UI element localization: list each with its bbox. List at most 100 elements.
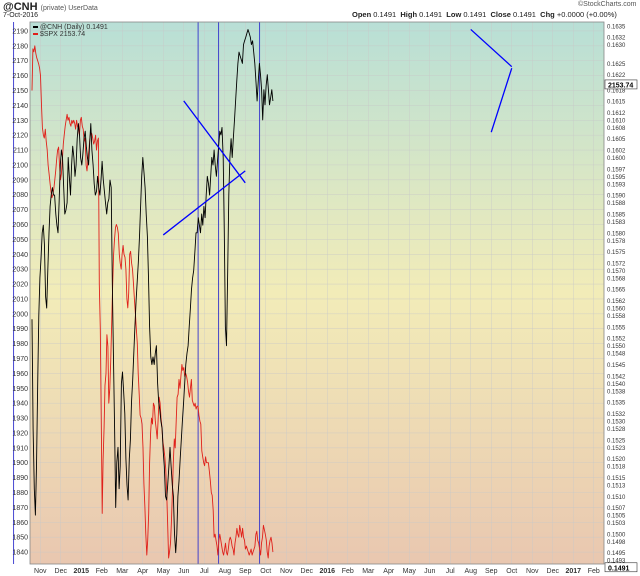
right-tick-label: 0.1538 bbox=[607, 389, 626, 395]
right-tick-label: 0.1590 bbox=[607, 194, 626, 200]
right-tick-label: 0.1550 bbox=[607, 344, 626, 350]
right-tick-label: 0.1548 bbox=[607, 352, 626, 358]
left-tick-label: 2170 bbox=[12, 58, 28, 65]
series-layer bbox=[31, 29, 274, 559]
close-value: 0.1491 bbox=[513, 10, 536, 19]
close-label: Close bbox=[490, 10, 511, 19]
x-tick-label: Oct bbox=[506, 568, 517, 575]
left-tick-label: 2030 bbox=[12, 267, 28, 274]
legend: @CNH (Daily) 0.1491 $SPX 2153.74 bbox=[33, 24, 108, 38]
left-tick-label: 1980 bbox=[12, 341, 28, 348]
x-tick-label: Nov bbox=[34, 568, 47, 575]
series-line-spx bbox=[31, 45, 274, 559]
trend-line bbox=[490, 67, 513, 133]
left-tick-label: 1960 bbox=[12, 371, 28, 378]
right-tick-label: 0.1565 bbox=[607, 288, 626, 294]
right-tick-label: 0.1515 bbox=[607, 476, 626, 482]
x-tick-label: Jul bbox=[446, 568, 455, 575]
right-tick-label: 0.1593 bbox=[607, 182, 626, 188]
right-tick-label: 0.1583 bbox=[607, 220, 626, 226]
symbol-header: @CNH (private) UserData bbox=[3, 1, 98, 13]
x-tick-label: Mar bbox=[116, 568, 129, 575]
left-tick-label: 1880 bbox=[12, 490, 28, 497]
right-tick-label: 0.1498 bbox=[607, 540, 626, 546]
series-line-cnh bbox=[31, 29, 274, 554]
vertical-markers bbox=[13, 22, 261, 564]
x-tick-label: Mar bbox=[362, 568, 375, 575]
right-tick-label: 0.1545 bbox=[607, 363, 626, 369]
right-tick-label: 0.1532 bbox=[607, 412, 626, 418]
x-tick-label: Dec bbox=[301, 568, 314, 575]
value-tags: 2153.74 0.1491 bbox=[604, 79, 638, 572]
high-value: 0.1491 bbox=[419, 10, 443, 19]
left-tick-label: 2010 bbox=[12, 296, 28, 303]
symbol-label: @CNH bbox=[3, 1, 38, 13]
trend-line bbox=[183, 100, 246, 184]
left-tick-label: 1930 bbox=[12, 416, 28, 423]
brand-label: ©StockCharts.com bbox=[578, 1, 637, 8]
right-tick-label: 0.1572 bbox=[607, 261, 626, 267]
right-tick-label: 0.1530 bbox=[607, 419, 626, 425]
left-tick-label: 1890 bbox=[12, 475, 28, 482]
right-tick-label: 0.1495 bbox=[607, 551, 626, 557]
chg-label: Chg bbox=[540, 10, 555, 19]
value-tag-box bbox=[604, 79, 638, 90]
x-tick-label: Aug bbox=[219, 568, 232, 575]
left-tick-label: 2130 bbox=[12, 118, 28, 125]
right-tick-label: 0.1570 bbox=[607, 269, 626, 275]
plot-background bbox=[30, 22, 604, 564]
grid bbox=[30, 22, 604, 564]
left-tick-label: 1850 bbox=[12, 535, 28, 542]
legend-swatch-cnh bbox=[33, 26, 38, 29]
x-tick-label: Feb bbox=[342, 568, 354, 575]
left-tick-label: 2020 bbox=[12, 282, 28, 289]
left-tick-label: 2060 bbox=[12, 222, 28, 229]
right-tick-label: 0.1575 bbox=[607, 250, 626, 256]
x-tick-label: May bbox=[403, 568, 417, 575]
left-tick-label: 2140 bbox=[12, 103, 28, 110]
left-tick-label: 2000 bbox=[12, 311, 28, 318]
left-tick-label: 2050 bbox=[12, 237, 28, 244]
legend-text-spx: $SPX 2153.74 bbox=[39, 31, 86, 38]
x-tick-label: May bbox=[157, 568, 171, 575]
left-tick-label: 1920 bbox=[12, 430, 28, 437]
right-tick-label: 0.1535 bbox=[607, 401, 626, 407]
open-label: Open bbox=[352, 10, 372, 19]
right-tick-label: 0.1518 bbox=[607, 465, 626, 471]
right-tick-label: 0.1525 bbox=[607, 438, 626, 444]
left-tick-label: 1910 bbox=[12, 445, 28, 452]
x-tick-label: 2015 bbox=[73, 568, 89, 575]
right-tick-label: 0.1523 bbox=[607, 446, 626, 452]
right-tick-label: 0.1580 bbox=[607, 231, 626, 237]
left-tick-label: 2070 bbox=[12, 207, 28, 214]
right-tick-label: 0.1585 bbox=[607, 212, 626, 218]
left-tick-label: 2040 bbox=[12, 252, 28, 259]
right-tick-label: 0.1528 bbox=[607, 427, 626, 433]
left-tick-label: 2090 bbox=[12, 177, 28, 184]
x-tick-label: Jul bbox=[200, 568, 209, 575]
x-tick-label: Apr bbox=[137, 568, 149, 575]
low-value: 0.1491 bbox=[463, 10, 487, 19]
right-tick-label: 0.1595 bbox=[607, 175, 626, 181]
right-tick-label: 0.1513 bbox=[607, 483, 626, 489]
right-tick-label: 0.1568 bbox=[607, 276, 626, 282]
trend-line bbox=[162, 170, 246, 236]
x-tick-label: Sep bbox=[239, 568, 252, 575]
legend-text-cnh: @CNH (Daily) 0.1491 bbox=[39, 24, 108, 31]
right-tick-label: 0.1493 bbox=[607, 559, 626, 565]
right-tick-label: 0.1552 bbox=[607, 337, 626, 343]
left-tick-label: 1860 bbox=[12, 520, 28, 527]
left-tick-label: 1840 bbox=[12, 550, 28, 557]
left-tick-label: 1870 bbox=[12, 505, 28, 512]
left-tick-label: 1950 bbox=[12, 386, 28, 393]
symbol-meta: (private) UserData bbox=[40, 5, 98, 12]
x-tick-label: Jun bbox=[178, 568, 189, 575]
right-tick-label: 0.1612 bbox=[607, 111, 626, 117]
right-tick-label: 0.1635 bbox=[607, 24, 626, 30]
right-tick-label: 0.1542 bbox=[607, 374, 626, 380]
chg-value: +0.0000 (+0.00%) bbox=[556, 10, 617, 19]
left-tick-label: 2080 bbox=[12, 192, 28, 199]
left-tick-label: 2160 bbox=[12, 73, 28, 80]
left-tick-label: 2100 bbox=[12, 162, 28, 169]
left-tick-label: 2110 bbox=[13, 148, 28, 155]
